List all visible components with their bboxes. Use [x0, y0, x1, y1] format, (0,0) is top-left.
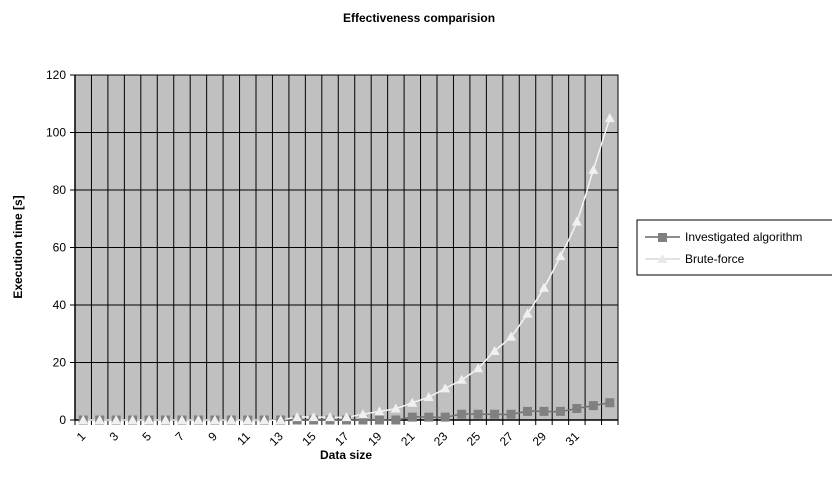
x-tick-label: 15: [299, 429, 319, 449]
point-brute-force: [160, 415, 171, 424]
point-investigated: [457, 409, 467, 419]
point-investigated: [490, 409, 500, 419]
point-investigated: [588, 401, 598, 411]
x-tick-label: 21: [398, 429, 418, 449]
point-investigated: [391, 415, 401, 425]
point-brute-force: [242, 415, 253, 424]
point-brute-force: [522, 308, 533, 318]
x-tick-label: 7: [172, 429, 187, 444]
legend-item-investigated: Investigated algorithm: [645, 230, 802, 244]
x-tick-label: 5: [140, 429, 155, 444]
x-tick-label: 19: [365, 429, 385, 449]
y-tick-label: 100: [46, 126, 66, 140]
point-brute-force: [456, 374, 467, 384]
point-brute-force: [176, 415, 187, 424]
x-tick-label: 17: [332, 429, 352, 449]
point-investigated: [539, 406, 549, 416]
point-brute-force: [209, 415, 220, 424]
point-brute-force: [259, 415, 270, 424]
x-tick-label: 13: [266, 429, 286, 449]
legend-item-brute-force: Brute-force: [645, 252, 745, 266]
y-tick-label: 120: [46, 68, 66, 82]
point-brute-force: [390, 403, 401, 413]
point-brute-force: [325, 412, 336, 422]
legend-marker-brute-force: [657, 254, 668, 263]
x-tick-label: 29: [530, 429, 550, 449]
point-brute-force: [357, 409, 368, 419]
point-brute-force: [440, 383, 451, 393]
legend-label-brute-force: Brute-force: [685, 252, 745, 266]
point-brute-force: [111, 415, 122, 424]
gridlines: [75, 74, 618, 421]
point-brute-force: [538, 282, 549, 292]
point-investigated: [605, 398, 615, 408]
point-investigated: [572, 404, 582, 413]
legend-marker-investigated: [658, 233, 667, 242]
point-investigated: [473, 409, 483, 419]
point-brute-force: [308, 412, 319, 422]
chart-title: Effectiveness comparision: [343, 11, 495, 25]
point-brute-force: [275, 415, 286, 424]
x-tick-label: 23: [431, 429, 451, 449]
point-investigated: [555, 406, 565, 416]
x-tick-label: 11: [234, 429, 253, 448]
point-brute-force: [374, 406, 385, 416]
x-tick-label: 31: [563, 429, 583, 449]
y-axis-title: Execution time [s]: [11, 195, 25, 298]
point-brute-force: [489, 346, 500, 355]
point-brute-force: [292, 412, 303, 422]
point-brute-force: [571, 216, 582, 226]
x-tick-label: 9: [205, 429, 220, 444]
point-brute-force: [473, 363, 484, 373]
point-brute-force: [407, 397, 418, 407]
x-tick-label: 1: [74, 429, 89, 444]
legend-label-investigated: Investigated algorithm: [685, 230, 802, 244]
point-brute-force: [423, 392, 434, 401]
legend: Investigated algorithm Brute-force: [636, 219, 832, 276]
point-investigated: [440, 412, 450, 422]
point-investigated: [407, 412, 417, 422]
point-brute-force: [127, 415, 138, 424]
point-brute-force: [78, 415, 89, 424]
x-tick-label: 25: [464, 429, 484, 449]
y-tick-label: 40: [53, 298, 67, 312]
point-brute-force: [144, 415, 155, 424]
point-brute-force: [226, 415, 237, 424]
y-tick-label: 0: [59, 413, 66, 427]
y-tick-label: 60: [53, 241, 67, 255]
series-layer: [78, 113, 615, 425]
x-tick-label: 3: [107, 429, 122, 444]
point-brute-force: [506, 331, 517, 341]
point-investigated: [424, 412, 434, 422]
y-tick-label: 80: [53, 183, 67, 197]
point-brute-force: [588, 164, 599, 174]
point-brute-force: [94, 415, 105, 424]
x-tick-label: 27: [497, 429, 517, 449]
point-brute-force: [341, 412, 352, 422]
point-brute-force: [555, 251, 566, 261]
x-axis-title: Data size: [320, 448, 372, 462]
point-investigated: [374, 415, 384, 425]
point-brute-force: [604, 113, 615, 123]
point-brute-force: [193, 415, 204, 424]
point-investigated: [358, 415, 368, 425]
point-investigated: [506, 409, 516, 419]
legend-box: [636, 219, 832, 276]
y-tick-label: 20: [53, 356, 67, 370]
point-investigated: [523, 406, 532, 416]
